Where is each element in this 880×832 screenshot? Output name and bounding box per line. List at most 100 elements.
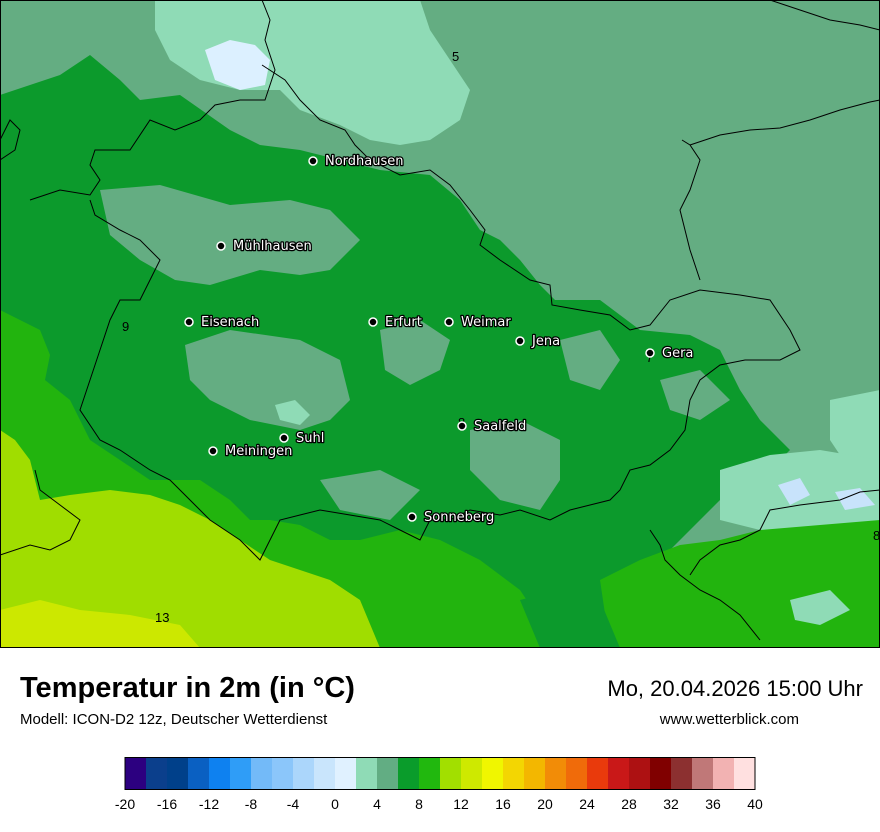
city-weimar: Weimar (444, 314, 513, 331)
legend-tick-label: 4 (373, 796, 381, 812)
legend-color-box (209, 757, 231, 790)
city-marker (407, 512, 417, 522)
legend-color-box (608, 757, 630, 790)
legend-color-box (566, 757, 588, 790)
legend-color-box (125, 757, 147, 790)
city-eisenach: Eisenach (184, 314, 261, 331)
legend-color-box (629, 757, 651, 790)
legend-tick-label: -12 (199, 796, 219, 812)
legend-tick-label: 12 (453, 796, 469, 812)
map-title: Temperatur in 2m (in °C) (20, 672, 355, 704)
field-6-8-patch (380, 320, 450, 385)
field-8-10-patch (520, 590, 620, 648)
city-label: Eisenach (201, 315, 259, 330)
legend-color-box (251, 757, 273, 790)
city-marker (184, 317, 194, 327)
legend-color-box (230, 757, 252, 790)
city-label: Erfurt (385, 315, 422, 330)
field-6-8-patch (320, 470, 420, 520)
legend-tick-label: 8 (415, 796, 423, 812)
color-legend: -20 -16 -12 -8 -4 0 4 8 12 16 20 24 28 32 36 40 (115, 757, 765, 827)
city-marker (216, 241, 226, 251)
city-label: Jena (531, 334, 560, 349)
website-link[interactable]: www.wetterblick.com (659, 711, 799, 728)
field-2-4-east (778, 478, 810, 505)
city-label: Weimar (461, 315, 511, 330)
field-4-6-patch (790, 590, 850, 625)
legend-color-box (524, 757, 546, 790)
city-suhl: Suhl (279, 430, 326, 447)
legend-color-box (503, 757, 525, 790)
city-jena: Jena (515, 333, 561, 350)
city-marker (444, 317, 454, 327)
legend-color-box (419, 757, 441, 790)
city-label: Sonneberg (424, 510, 494, 525)
legend-color-box (188, 757, 210, 790)
state-borders (0, 0, 880, 641)
temperature-map: 5 9 8 7 13 8 Nordhausen Mühlhausen Eisen… (0, 0, 880, 648)
field-6-8-patch (470, 420, 560, 510)
legend-tick-label: -8 (245, 796, 258, 812)
city-sonneberg: Sonneberg (407, 509, 496, 526)
city-label: Meiningen (225, 444, 292, 459)
city-marker (208, 446, 218, 456)
legend-color-box (692, 757, 714, 790)
legend-color-box (293, 757, 315, 790)
city-label: Saalfeld (474, 419, 526, 434)
field-2-4-north (205, 40, 270, 90)
field-12-14 (0, 430, 380, 648)
legend-tick-label: 36 (705, 796, 721, 812)
legend-frame (124, 757, 756, 790)
city-marker (645, 348, 655, 358)
legend-tick-label: 32 (663, 796, 679, 812)
isotherm-label: 5 (452, 49, 459, 64)
model-subtitle: Modell: ICON-D2 12z, Deutscher Wetterdie… (20, 711, 328, 728)
city-label: Gera (662, 346, 693, 361)
legend-tick-labels: -20 -16 -12 -8 -4 0 4 8 12 16 20 24 28 32 36 40 (115, 796, 763, 812)
city-marker (515, 336, 525, 346)
field-2-4-east (835, 488, 875, 510)
city-marker (368, 317, 378, 327)
legend-color-box (272, 757, 294, 790)
legend-color-boxes (125, 757, 756, 790)
city-saalfeld: Saalfeld (457, 418, 528, 435)
city-gera: Gera (645, 345, 695, 362)
isotherm-label: 13 (155, 610, 169, 625)
legend-color-box (356, 757, 378, 790)
city-label: Suhl (296, 431, 324, 446)
legend-tick-label: 40 (747, 796, 763, 812)
legend-color-box (398, 757, 420, 790)
legend-color-box (734, 757, 756, 790)
legend-color-box (440, 757, 462, 790)
city-marker (457, 421, 467, 431)
legend-color-box (713, 757, 735, 790)
legend-tick-label: 20 (537, 796, 553, 812)
field-6-8-patch (185, 330, 350, 430)
city-label: Mühlhausen (233, 239, 312, 254)
isotherm-label: 9 (122, 319, 129, 334)
field-4-6-patch (275, 400, 310, 425)
legend-tick-label: -20 (115, 796, 135, 812)
city-marker (308, 156, 318, 166)
legend-color-box (461, 757, 483, 790)
legend-color-box (671, 757, 693, 790)
field-14-16 (0, 600, 200, 648)
legend-color-box (587, 757, 609, 790)
field-4-6-north (155, 0, 470, 145)
city-erfurt: Erfurt (368, 314, 423, 331)
city-muehlhausen: Mühlhausen (216, 238, 313, 255)
field-6-8-patch (560, 330, 620, 390)
legend-tick-label: 28 (621, 796, 637, 812)
legend-color-box (167, 757, 189, 790)
legend-color-box (314, 757, 336, 790)
legend-color-box (545, 757, 567, 790)
city-marker (279, 433, 289, 443)
legend-color-box (146, 757, 168, 790)
legend-tick-label: 16 (495, 796, 511, 812)
city-nordhausen: Nordhausen (308, 153, 405, 170)
legend-tick-label: 0 (331, 796, 339, 812)
legend-tick-label: 24 (579, 796, 595, 812)
city-label: Nordhausen (325, 154, 404, 169)
legend-tick-label: -16 (157, 796, 177, 812)
legend-color-box (377, 757, 399, 790)
